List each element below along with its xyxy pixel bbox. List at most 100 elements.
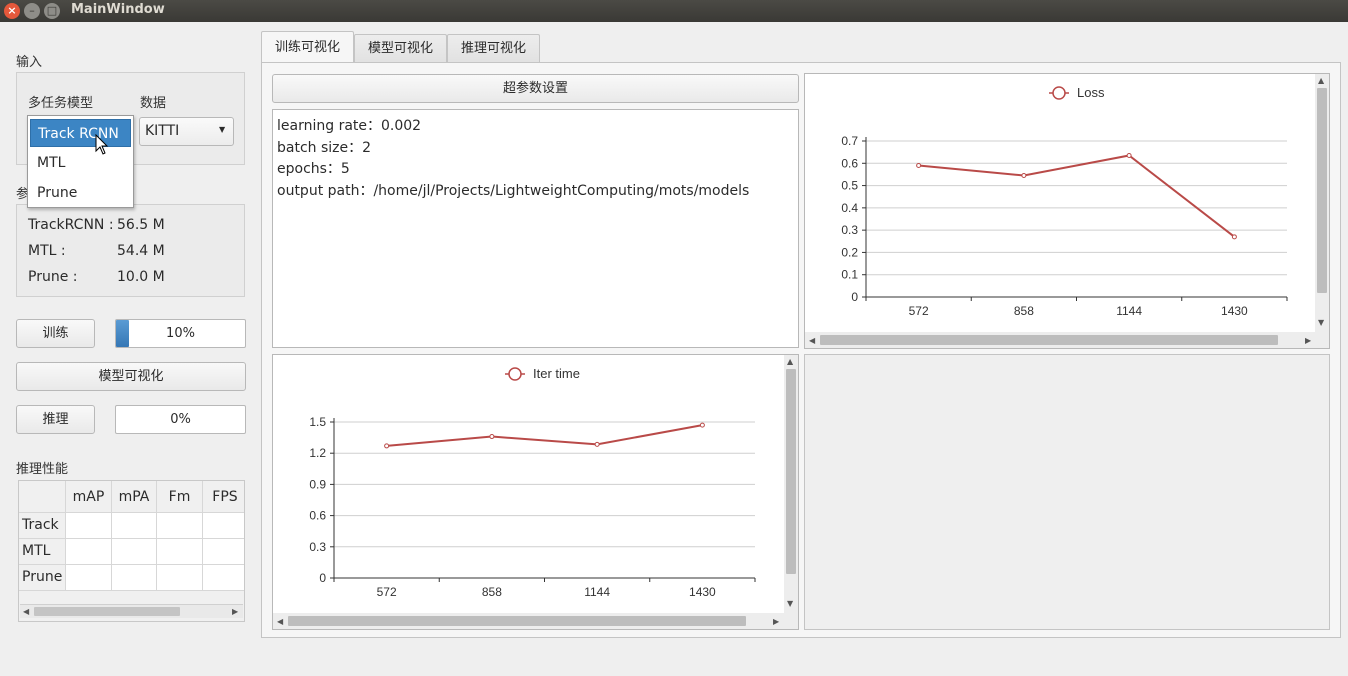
- scroll-right-icon[interactable]: ▶: [232, 607, 239, 616]
- param-value: 10.0 M: [117, 269, 165, 285]
- scroll-up-icon[interactable]: ▲: [1318, 76, 1325, 85]
- scroll-thumb[interactable]: [288, 616, 746, 626]
- model-dropdown-popup[interactable]: Track RCNN MTL Prune: [27, 115, 134, 208]
- y-tick-label: 0.5: [841, 179, 858, 193]
- table-cell[interactable]: [203, 565, 244, 591]
- data-point: [1126, 152, 1132, 158]
- model-option-mtl[interactable]: MTL: [37, 155, 66, 171]
- table-corner: [19, 481, 66, 513]
- data-point: [384, 443, 390, 449]
- minimize-icon[interactable]: –: [24, 3, 40, 19]
- y-tick-label: 0: [851, 290, 858, 304]
- loss-chart-vscrollbar[interactable]: ▲ ▼: [1315, 74, 1329, 332]
- data-point: [1021, 173, 1027, 179]
- hyperparam-line: learning rate：0.002: [277, 118, 422, 134]
- loss-chart: Loss 0 0.1 0.2 0.3 0.4 0.5 0.6 0.7 572 858 1144 1430: [841, 85, 1288, 318]
- table-cell[interactable]: [157, 513, 203, 539]
- table-cell[interactable]: [112, 513, 157, 539]
- data-label: 数据: [140, 96, 167, 111]
- table-cell[interactable]: [112, 565, 157, 591]
- y-tick-label: 0: [319, 571, 326, 585]
- y-tick-label: 0.6: [841, 156, 858, 170]
- visualize-model-button[interactable]: 模型可视化: [16, 362, 246, 391]
- tab-model-visualization[interactable]: 模型可视化: [354, 34, 447, 63]
- x-tick-label: 1144: [1116, 304, 1142, 318]
- iter-time-chart-vscrollbar[interactable]: ▲ ▼: [784, 355, 798, 613]
- tab-inference-visualization[interactable]: 推理可视化: [447, 34, 540, 63]
- table-header: mAP: [66, 481, 112, 513]
- loss-chart-panel: Loss 0 0.1 0.2 0.3 0.4 0.5 0.6 0.7 572 858 1144 1430…: [804, 73, 1330, 349]
- scroll-down-icon[interactable]: ▼: [1318, 318, 1325, 327]
- scroll-thumb[interactable]: [786, 369, 796, 574]
- table-cell[interactable]: [66, 513, 112, 539]
- y-tick-label: 0.7: [841, 134, 858, 148]
- legend-marker: [1052, 86, 1066, 100]
- table-cell[interactable]: [157, 539, 203, 565]
- infer-progress-text: 0%: [170, 412, 191, 427]
- scroll-up-icon[interactable]: ▲: [787, 357, 794, 366]
- tab-training-visualization[interactable]: 训练可视化: [261, 31, 354, 64]
- data-select[interactable]: KITTI ▼: [139, 117, 234, 146]
- table-cell[interactable]: [157, 565, 203, 591]
- table-cell[interactable]: [203, 539, 244, 565]
- table-row-header: Prune: [19, 565, 66, 591]
- iter-time-chart-panel: Iter time 0 0.3 0.6 0.9 1.2 1.5 572 858 1144 1430 …: [272, 354, 799, 630]
- loss-chart-hscrollbar[interactable]: ◀ ▶: [805, 332, 1329, 348]
- iter-time-chart: Iter time 0 0.3 0.6 0.9 1.2 1.5 572 858 1144 1430: [309, 366, 756, 599]
- table-cell[interactable]: [203, 513, 244, 539]
- model-option-track-rcnn[interactable]: Track RCNN: [30, 119, 131, 147]
- table-row-header: MTL: [19, 539, 66, 565]
- x-tick-label: 1144: [584, 585, 610, 599]
- data-point: [699, 422, 705, 428]
- scroll-thumb[interactable]: [1317, 88, 1327, 293]
- train-button[interactable]: 训练: [16, 319, 95, 348]
- series-line: [386, 424, 703, 447]
- close-icon[interactable]: ×: [4, 3, 20, 19]
- table-cell[interactable]: [66, 565, 112, 591]
- params-section-title: 参: [16, 187, 30, 202]
- data-point: [594, 441, 600, 447]
- maximize-icon[interactable]: □: [44, 3, 60, 19]
- title-bar: × – □ MainWindow: [0, 0, 1348, 22]
- data-select-value: KITTI: [145, 123, 180, 139]
- hyperparam-settings-button[interactable]: 超参数设置: [272, 74, 799, 103]
- window-title: MainWindow: [71, 2, 165, 17]
- hyperparam-line: batch size：2: [277, 139, 372, 156]
- mouse-cursor-icon: [95, 134, 109, 155]
- scroll-down-icon[interactable]: ▼: [787, 599, 794, 608]
- scroll-thumb[interactable]: [34, 607, 180, 616]
- table-cell[interactable]: [66, 539, 112, 565]
- scroll-left-icon[interactable]: ◀: [809, 336, 816, 345]
- x-tick-label: 1430: [1221, 304, 1248, 318]
- param-name: Prune :: [28, 269, 78, 285]
- param-name: TrackRCNN :: [28, 217, 114, 233]
- iter-time-chart-hscrollbar[interactable]: ◀ ▶: [273, 613, 798, 629]
- scroll-thumb[interactable]: [820, 335, 1278, 345]
- model-label: 多任务模型: [28, 96, 94, 111]
- legend-marker: [508, 367, 522, 381]
- infer-button[interactable]: 推理: [16, 405, 95, 434]
- model-option-prune[interactable]: Prune: [37, 185, 78, 201]
- table-hscrollbar[interactable]: ◀ ▶: [20, 604, 243, 618]
- series-line: [918, 154, 1235, 238]
- scroll-left-icon[interactable]: ◀: [277, 617, 284, 626]
- performance-table: mAP mPA Fm FPS Track MTL Prune ◀ ▶: [18, 480, 245, 622]
- hyperparam-text-area[interactable]: learning rate：0.002 batch size：2 epochs：…: [272, 109, 799, 348]
- empty-panel: [804, 354, 1330, 630]
- scroll-left-icon[interactable]: ◀: [23, 607, 30, 616]
- hyperparam-line: epochs：5: [277, 161, 350, 177]
- x-tick-label: 1430: [689, 585, 716, 599]
- scroll-right-icon[interactable]: ▶: [773, 617, 780, 626]
- input-section-title: 输入: [16, 55, 43, 70]
- y-tick-label: 1.2: [309, 446, 326, 460]
- table-header: FPS: [203, 481, 244, 513]
- legend-label: Iter time: [533, 366, 580, 381]
- x-tick-label: 572: [909, 304, 929, 318]
- param-name: MTL :: [28, 243, 66, 259]
- y-tick-label: 0.3: [841, 223, 858, 237]
- table-cell[interactable]: [112, 539, 157, 565]
- y-tick-label: 0.6: [309, 509, 326, 523]
- y-tick-label: 0.2: [841, 245, 858, 259]
- scroll-right-icon[interactable]: ▶: [1305, 336, 1312, 345]
- infer-progress-bar: 0%: [115, 405, 246, 434]
